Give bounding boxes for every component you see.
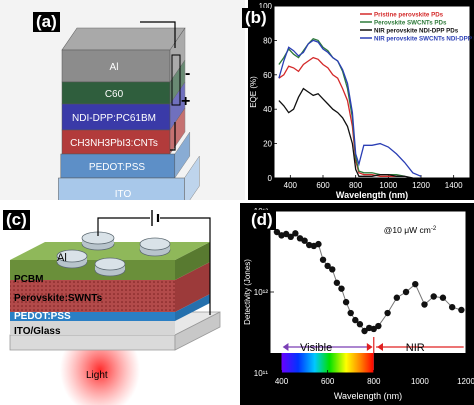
layer-side-4	[174, 131, 191, 179]
label-pedot: PEDOT:PSS	[14, 311, 71, 322]
data-point-d	[282, 230, 290, 238]
nir-arrowhead	[377, 343, 383, 351]
ytick-label-b: 80	[263, 36, 272, 45]
label-ito-glass: ITO/Glass	[14, 326, 61, 337]
xaxis-label-b: Wavelength (nm)	[336, 190, 408, 200]
layer-label-4: PEDOT:PSS	[89, 162, 145, 173]
yaxis-label-d: Detectivity (Jones)	[243, 259, 252, 325]
visible-spectrum-bar	[281, 353, 374, 373]
data-point-d	[347, 309, 354, 317]
data-point-d	[292, 230, 299, 237]
label-perovskite: Perovskite:SWNTs	[14, 293, 103, 304]
xtick-label-d: 400	[275, 377, 289, 386]
ytick-label-b: 40	[263, 105, 272, 114]
layer-side-3	[169, 107, 186, 155]
data-point-d	[324, 262, 331, 270]
layer-label-5: ITO	[115, 189, 132, 200]
data-point-d	[384, 309, 391, 317]
data-point-d	[402, 288, 410, 296]
panel-d-detectivity-chart: VisibleNIR10¹¹10¹²10¹³40060080010001200W…	[243, 207, 474, 401]
data-point-d	[370, 325, 377, 333]
layer-label-0: Al	[110, 62, 119, 73]
data-point-d	[421, 301, 428, 308]
xtick-label-b: 800	[349, 181, 363, 190]
panel-b-eqe-chart: 0 20 40 60 80 100 400 600 800 1000 1200 1400 Wavelen…	[249, 2, 474, 200]
series-line-b-2	[278, 87, 413, 179]
data-point-d	[412, 280, 419, 288]
uv-band	[270, 353, 282, 373]
plot-d-border	[269, 210, 467, 374]
data-point-d	[273, 228, 281, 236]
data-point-d	[430, 293, 437, 300]
data-point-d	[329, 266, 336, 273]
xtick-label-b: 600	[316, 181, 330, 190]
xtick-label-b: 1200	[412, 181, 430, 190]
xtick-label-d: 800	[367, 377, 381, 386]
panel-a-letter: (a)	[33, 12, 60, 32]
legend-label-b-2: NIR perovskite NDI-DPP PDs	[374, 28, 459, 35]
ytick-label-b: 100	[259, 2, 273, 11]
data-point-d	[333, 279, 341, 286]
data-point-d	[393, 294, 401, 301]
ytick-label-b: 60	[263, 71, 272, 80]
xtick-label-d: 1200	[457, 377, 474, 386]
data-point-d	[319, 256, 327, 263]
xaxis-label-d: Wavelength (nm)	[334, 391, 402, 401]
layer-front-0	[61, 49, 171, 83]
xtick-label-b: 1400	[445, 181, 463, 190]
panel-a-device-diagram: Al C60 NDI-DPP:PC61BM CH3NH3PbI3:CNTs PEDOT:…	[0, 0, 245, 200]
series-line-b-0	[278, 56, 405, 177]
nir-label: NIR	[406, 342, 425, 354]
data-point-d	[315, 240, 322, 248]
data-point-d	[352, 316, 359, 324]
panel-c-letter: (c)	[3, 210, 30, 230]
layer-label-2: NDI-DPP:PC61BM	[72, 113, 156, 124]
panel-c-device-illustration: Al PCBM Perovskite:SWNTs PEDOT:PSS ITO/G…	[0, 200, 240, 405]
xtick-label-b: 400	[284, 181, 298, 190]
plot-b-area	[274, 6, 470, 178]
label-pcbm: PCBM	[14, 274, 43, 285]
series-line-b-3	[278, 39, 422, 177]
minus-sign: -	[185, 65, 190, 82]
visible-arrowhead	[282, 343, 289, 351]
label-light: Light	[86, 370, 108, 381]
xtick-label-b: 1000	[379, 181, 397, 190]
panel-b-letter: (b)	[242, 8, 270, 28]
annotation-superscript: -2	[431, 226, 437, 232]
legend-label-b-0: Pristine perovskite PDs	[374, 12, 444, 19]
xtick-label-d: 600	[321, 377, 335, 386]
stack-top-face	[61, 27, 186, 51]
data-point-d	[448, 303, 456, 311]
data-point-d	[458, 306, 465, 314]
ytick-label-b: 20	[263, 140, 272, 149]
plot-b-border	[273, 5, 471, 179]
panel-d-letter: (d)	[248, 210, 276, 230]
data-point-d	[338, 285, 345, 292]
data-point-d	[342, 298, 350, 306]
data-point-d	[361, 327, 368, 335]
nir-arrowhead-left	[366, 343, 373, 351]
nir-band	[373, 353, 466, 373]
plus-sign: +	[181, 93, 190, 110]
intensity-annotation: @10 μW cm-2	[384, 225, 437, 235]
data-point-d	[287, 233, 294, 241]
yaxis-label-b: EQE (%)	[249, 76, 258, 108]
layer-front-4	[60, 153, 176, 179]
layer-side-5	[184, 155, 200, 200]
ytick-label-d: 10¹²	[254, 288, 269, 297]
legend-label-b-1: Perovskite SWCNTs PDs	[374, 20, 447, 27]
visible-label: Visible	[300, 342, 332, 354]
data-point-d	[356, 321, 364, 328]
data-point-d	[375, 322, 382, 330]
data-point-d	[301, 237, 308, 244]
xtick-label-d: 1000	[411, 377, 429, 386]
layer-front-3	[61, 129, 171, 155]
data-point-d	[439, 294, 447, 301]
legend-label-b-3: NIR perovskite SWCNTs NDI-DPP PDs	[374, 36, 474, 43]
ytick-label-d: 10¹¹	[254, 369, 269, 378]
ytick-label-b: 0	[268, 174, 273, 183]
layer-label-3: CH3NH3PbI3:CNTs	[70, 138, 158, 149]
layer-label-1: C60	[105, 89, 124, 100]
label-al: Al	[57, 252, 67, 264]
